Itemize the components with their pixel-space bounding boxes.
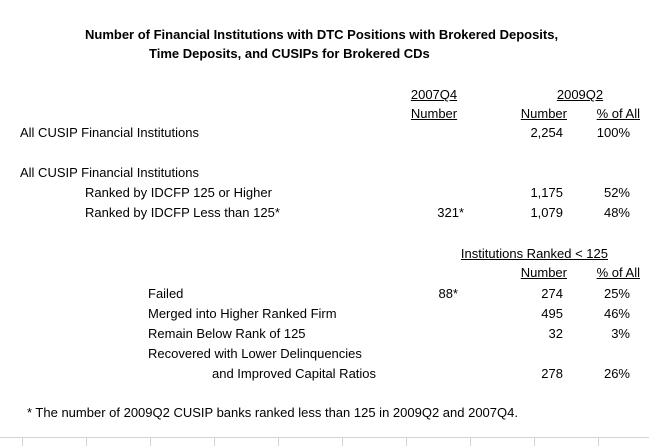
section3-row-pct: 46% [603,306,630,321]
section3-row-number: 32 [548,326,563,341]
section3-row-label: Failed [148,286,184,301]
section3-row-pct: 3% [611,326,630,341]
section2-row-number: 1,079 [530,205,563,220]
header-2007q4-number: Number [410,106,458,121]
section2-row-number: 1,175 [530,185,563,200]
section3-header: Institutions Ranked < 125 [460,246,608,261]
section1-number: 2,254 [530,125,563,140]
section3-row-label: Merged into Higher Ranked Firm [148,306,337,321]
header-2009q2-number: Number [520,106,567,121]
section3-pct-header: % of All [596,265,640,280]
section2-row-label: Ranked by IDCFP 125 or Higher [85,185,272,200]
header-2007q4: 2007Q4 [410,87,458,102]
section3-row-label: Remain Below Rank of 125 [148,326,306,341]
section1-pct: 100% [596,125,630,140]
section3-row-number: 274 [541,286,563,301]
title-line-1: Number of Financial Institutions with DT… [85,27,559,42]
section2-row-q4: 321* [437,205,464,220]
section3-row-pct: 26% [603,366,630,381]
section3-row-number: 278 [541,366,563,381]
header-2009q2: 2009Q2 [556,87,604,102]
section2-row-pct: 48% [603,205,630,220]
section3-row-number: 495 [541,306,563,321]
section1-label: All CUSIP Financial Institutions [20,125,199,140]
section3-row-q4: 88* [438,286,458,301]
section2-row-label: Ranked by IDCFP Less than 125* [85,205,280,220]
section3-row-label: and Improved Capital Ratios [212,366,377,381]
section3-row-pct: 25% [603,286,630,301]
section3-number-header: Number [520,265,567,280]
header-2009q2-pct: % of All [596,106,640,121]
spreadsheet-gridlines [0,436,649,446]
footnote: * The number of 2009Q2 CUSIP banks ranke… [27,405,518,420]
section2-row-pct: 52% [603,185,630,200]
title-line-2: Time Deposits, and CUSIPs for Brokered C… [149,46,430,61]
section2-label: All CUSIP Financial Institutions [20,165,199,180]
section3-row-label: Recovered with Lower Delinquencies [148,346,362,361]
